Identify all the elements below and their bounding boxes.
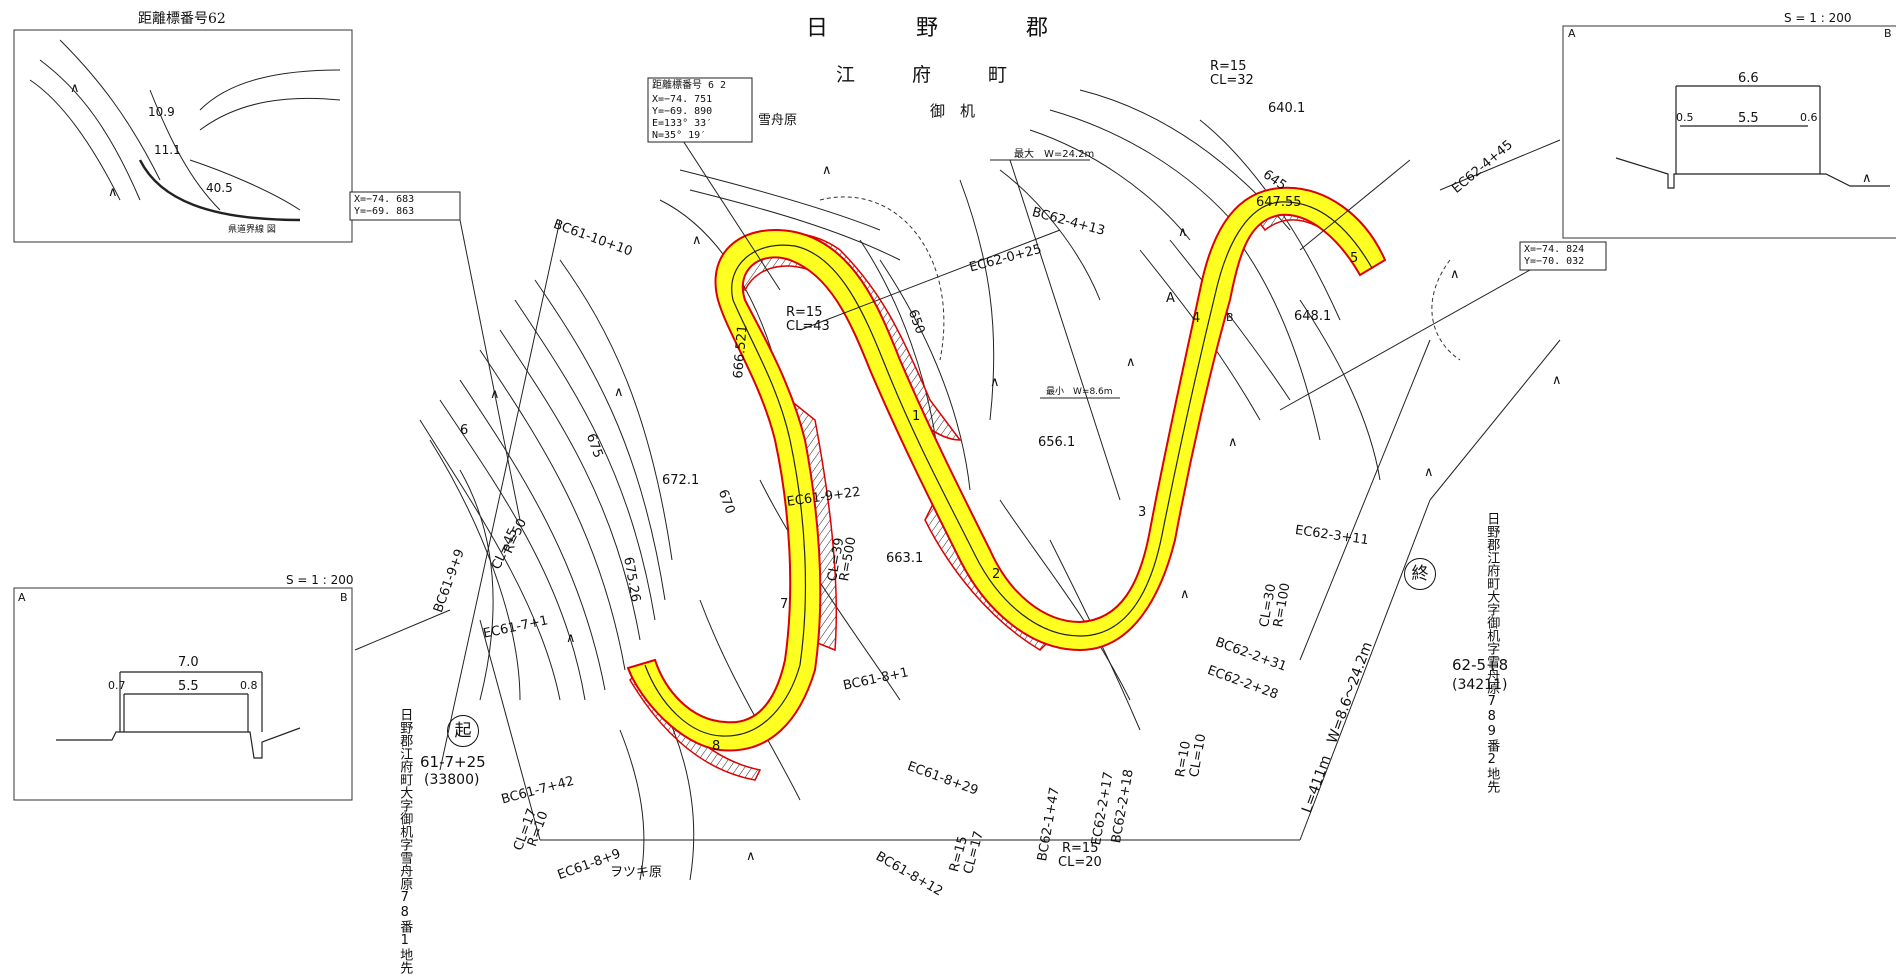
section-left-scale: S = 1 : 200 (286, 573, 354, 587)
inset-map-frame (13, 29, 353, 243)
end-address: 日野郡江府町大字御机字雪舟原789番2地先 (1484, 512, 1500, 793)
start-marker: 起 (447, 715, 479, 747)
cross-section-right-profile (1615, 85, 1890, 189)
section-left-shoulder-r: 0.8 (240, 679, 258, 692)
section-right-shoulder-l: 0.5 (1676, 111, 1694, 124)
max-width-note: 最大 W=24.2m (1014, 149, 1095, 160)
curve-r15-cl32-r: R=15 (1210, 59, 1247, 74)
wasteland-symbol: ∧ (566, 631, 576, 646)
start-address: 日野郡江府町大字御机字雪舟原78番1地先 (397, 708, 413, 974)
point-mark-b: B (1226, 311, 1234, 324)
sta-number-5: 5 (1350, 251, 1359, 266)
curve-r15-cl20-r: R=15 (1062, 841, 1099, 856)
coord-left-x: X=−74. 683 (354, 194, 415, 205)
station-62-e: E=133° 33′ (652, 118, 713, 129)
wasteland-symbol: ∧ (1180, 587, 1190, 602)
sta-number-8: 8 (712, 739, 721, 754)
sta-number-2: 2 (992, 567, 1001, 582)
elevation-648-1: 648.1 (1294, 309, 1332, 324)
place-wotsukihara: ヲツキ原 (610, 865, 663, 880)
inset-dim-r3: 40.5 (206, 181, 233, 195)
inset-legend: 県道界線 図 (228, 225, 276, 235)
wasteland-symbol: ∧ (490, 387, 500, 402)
station-62-head: 距離標番号 6 2 (652, 80, 727, 91)
leader-lines (350, 89, 1600, 841)
title-town: 江 府 町 (836, 64, 1008, 86)
station-62-box (647, 77, 753, 143)
sta-number-4: 4 (1192, 311, 1201, 326)
wasteland-symbol: ∧ (70, 81, 80, 96)
curve-r15-cl43-cl: CL=43 (786, 319, 830, 334)
sta-number-3: 3 (1138, 505, 1147, 520)
wasteland-symbol: ∧ (746, 849, 756, 864)
wasteland-symbol: ∧ (822, 163, 832, 178)
coord-right-x: X=−74. 824 (1524, 244, 1585, 255)
sta-number-1: 1 (912, 409, 921, 424)
wasteland-symbol: ∧ (108, 185, 118, 200)
cross-section-right-frame (1562, 25, 1896, 239)
section-left-b: B (340, 591, 348, 604)
wasteland-symbol: ∧ (1126, 355, 1136, 370)
wasteland-symbol: ∧ (1424, 465, 1434, 480)
section-left-shoulder-l: 0.7 (108, 679, 126, 692)
section-right-shoulder-r: 0.6 (1800, 111, 1818, 124)
wasteland-symbol: ∧ (1178, 225, 1188, 240)
section-right-b: B (1884, 27, 1892, 40)
wasteland-symbol: ∧ (692, 233, 702, 248)
cross-section-left-profile (56, 671, 301, 759)
boundary-dashed-lines (819, 196, 1461, 361)
end-marker: 終 (1404, 558, 1436, 590)
section-right-scale: S = 1 : 200 (1784, 11, 1852, 25)
section-right-road: 5.5 (1738, 111, 1759, 126)
wasteland-symbol: ∧ (1450, 267, 1460, 282)
station-62-n: N=35° 19′ (652, 130, 707, 141)
inset-contours (29, 39, 341, 222)
end-number: (34211) (1452, 677, 1508, 693)
title-area: 御 机 (930, 102, 976, 120)
road-alignment (626, 186, 1387, 752)
coord-right-y: Y=−70. 032 (1524, 256, 1585, 267)
curve-r15-cl32-cl: CL=32 (1210, 73, 1254, 88)
section-left-road: 5.5 (178, 679, 199, 694)
inset-dim-r1: 10.9 (148, 105, 175, 119)
coord-left-y: Y=−69. 863 (354, 206, 415, 217)
coord-left-box (349, 191, 461, 221)
elevation-663-1: 663.1 (886, 551, 924, 566)
end-station: 62-5+8 (1452, 656, 1509, 674)
coord-right-box (1519, 241, 1607, 271)
start-station: 61-7+25 (420, 753, 486, 771)
point-mark-a: A (1166, 291, 1175, 306)
sta-number-6: 6 (460, 423, 469, 438)
min-width-note: 最小 W=8.6m (1046, 387, 1113, 397)
section-right-a: A (1568, 27, 1576, 40)
elevation-672-1: 672.1 (662, 473, 700, 488)
sta-number-7: 7 (780, 597, 789, 612)
place-hamlet: 雪舟原 (758, 113, 798, 128)
wasteland-symbol: ∧ (1862, 171, 1872, 186)
section-right-total: 6.6 (1738, 71, 1759, 86)
elevation-640-1: 640.1 (1268, 101, 1306, 116)
station-62-y: Y=−69. 890 (652, 106, 713, 117)
wasteland-symbol: ∧ (1228, 435, 1238, 450)
curve-r15-cl43-r: R=15 (786, 305, 823, 320)
section-left-total: 7.0 (178, 655, 199, 670)
start-number: (33800) (424, 772, 480, 788)
wasteland-symbol: ∧ (1552, 373, 1562, 388)
wasteland-symbol: ∧ (614, 385, 624, 400)
wasteland-symbol: ∧ (990, 375, 1000, 390)
elevation-656-1: 656.1 (1038, 435, 1076, 450)
curve-r15-cl20-cl: CL=20 (1058, 855, 1102, 870)
inset-title: 距離標番号62 (138, 11, 226, 27)
road-plan-drawing (13, 25, 1896, 881)
elevation-647-55: 647.55 (1256, 195, 1302, 210)
title-district: 日 野 郡 (806, 16, 1049, 41)
section-left-a: A (18, 591, 26, 604)
station-62-x: X=−74. 751 (652, 94, 713, 105)
inset-dim-r2: 11.1 (154, 143, 181, 157)
